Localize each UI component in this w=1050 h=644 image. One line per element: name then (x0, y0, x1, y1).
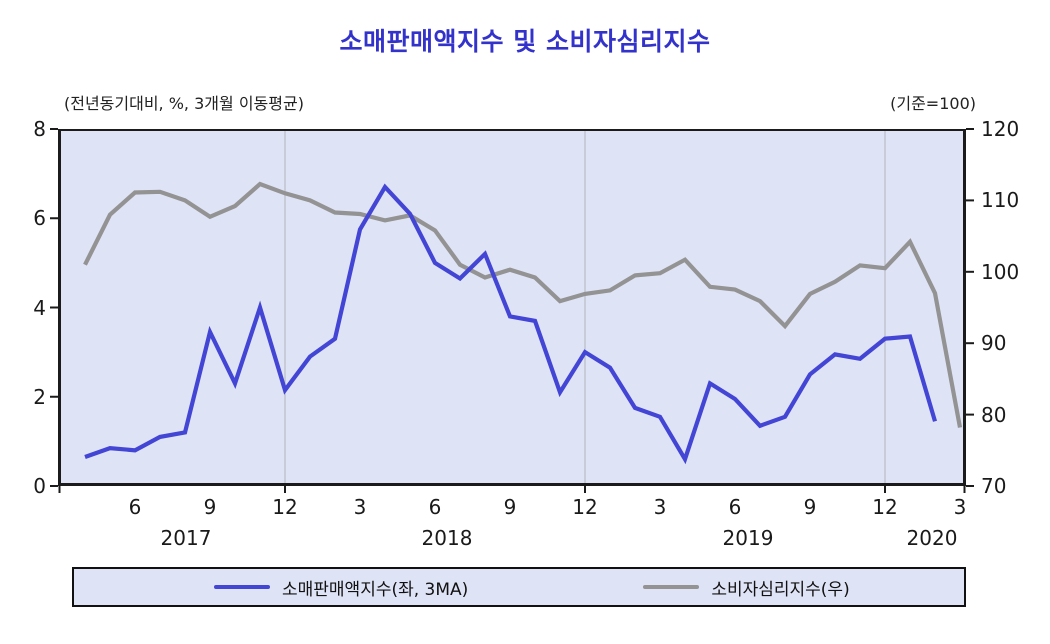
legend-item-retail-sales: 소매판매액지수(좌, 3MA) (214, 575, 468, 600)
right-axis-unit-label: (기준=100) (890, 94, 976, 113)
left-axis-tick-label: 4 (33, 295, 46, 320)
left-axis-unit-label: (전년동기대비, %, 3개월 이동평균) (64, 94, 304, 113)
legend-item-consumer-sentiment: 소비자심리지수(우) (643, 575, 850, 600)
x-axis-month-label: 12 (872, 495, 898, 519)
right-axis-tick-label: 90 (981, 331, 1007, 356)
right-axis-tick-label: 80 (981, 402, 1007, 427)
chart-canvas (50, 128, 974, 493)
x-axis-month-label: 12 (572, 495, 598, 519)
right-axis-tick-label: 100 (981, 259, 1020, 284)
left-axis-tick-label: 6 (33, 206, 46, 231)
retail-sales-line-sample (214, 585, 270, 589)
x-axis-year-label: 2020 (906, 526, 958, 550)
right-axis-tick-label: 70 (981, 474, 1007, 498)
legend: 소매판매액지수(좌, 3MA) 소비자심리지수(우) (72, 567, 966, 607)
x-axis-month-label: 9 (803, 495, 817, 519)
legend-label-consumer-sentiment: 소비자심리지수(우) (711, 579, 850, 600)
x-axis-month-label: 12 (272, 495, 298, 519)
plot-area (50, 128, 974, 493)
left-axis-tick-label: 8 (33, 117, 46, 141)
x-axis-month-label: 6 (728, 495, 742, 519)
consumer-sentiment-line (83, 181, 963, 428)
right-axis-tick-label: 110 (981, 188, 1020, 213)
chart-title: 소매판매액지수 및 소비자심리지수 (339, 27, 711, 56)
x-axis-year-label: 2019 (722, 526, 774, 550)
x-axis-month-label: 3 (953, 495, 967, 519)
left-axis-tick-label: 2 (33, 384, 46, 409)
legend-label-retail-sales: 소매판매액지수(좌, 3MA) (282, 579, 469, 600)
left-axis-tick-label: 0 (33, 474, 46, 498)
x-axis-month-label: 3 (653, 495, 667, 519)
x-axis-month-label: 6 (128, 495, 142, 519)
x-axis-month-label: 3 (353, 495, 367, 519)
x-axis-month-label: 6 (428, 495, 442, 519)
x-axis-year-label: 2017 (160, 526, 212, 550)
x-axis-month-label: 9 (203, 495, 217, 519)
x-axis-year-label: 2018 (421, 526, 473, 550)
consumer-sentiment-line-sample (643, 585, 700, 589)
x-axis-month-label: 9 (503, 495, 517, 519)
right-axis-tick-label: 120 (981, 117, 1020, 141)
retail-sales-line (84, 183, 938, 465)
